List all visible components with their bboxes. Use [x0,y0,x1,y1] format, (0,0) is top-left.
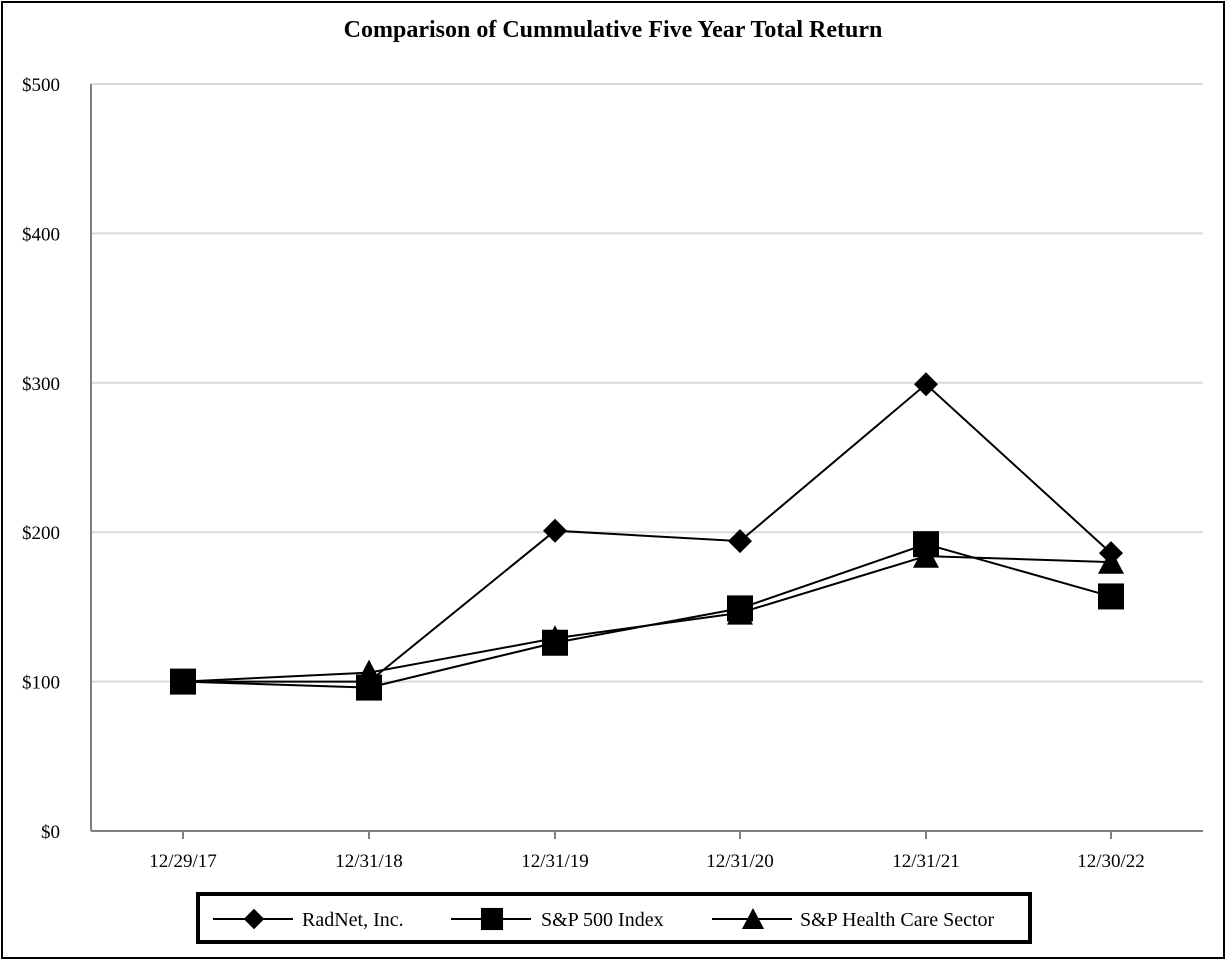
series-line-diamond [183,382,1112,683]
data-point-square [1098,583,1124,610]
legend-marker-triangle [741,907,765,929]
legend-label: S&P 500 Index [541,909,664,931]
legend-marker-diamond [243,908,265,930]
x-tick-label: 12/29/17 [149,851,217,872]
grid-lines [91,83,1203,683]
legend-label: RadNet, Inc. [302,909,404,931]
y-tick-label: $400 [22,224,60,245]
legend: RadNet, Inc. S&P 500 Index S&P Health Care… [196,892,1032,944]
series-lines [170,372,1124,701]
data-point-square [542,629,568,656]
series-line-square [182,543,1112,689]
y-tick-label: $200 [22,523,60,544]
data-point-diamond [1099,541,1123,566]
data-point-diamond [357,669,381,694]
x-tick-label: 12/31/18 [335,851,403,872]
legend-marker-square [480,907,504,931]
chart-title: Comparison of Cummulative Five Year Tota… [344,17,883,43]
axes [90,84,1203,839]
y-tick-label: $500 [22,75,60,96]
y-tick-label: $100 [22,673,60,694]
y-tick-label: $0 [41,822,60,843]
legend-box [196,892,1032,944]
data-point-square [913,531,939,558]
data-point-diamond [728,529,752,554]
data-point-square [727,595,753,622]
x-tick-label: 12/31/19 [521,851,589,872]
x-tick-label: 12/31/20 [706,851,774,872]
legend-label: S&P Health Care Sector [800,909,995,931]
x-tick-labels: 12/29/17 12/31/18 12/31/19 12/31/20 12/31/21… [149,851,1145,872]
x-tick-label: 12/30/22 [1077,851,1145,872]
data-point-diamond [543,518,567,543]
y-tick-labels: $0 $100 $200 $300 $400 $500 [22,75,60,843]
y-tick-label: $300 [22,374,60,395]
x-tick-label: 12/31/21 [892,851,960,872]
series-line-triangle [182,555,1112,683]
data-point-diamond [171,669,195,694]
data-point-diamond [914,372,938,397]
